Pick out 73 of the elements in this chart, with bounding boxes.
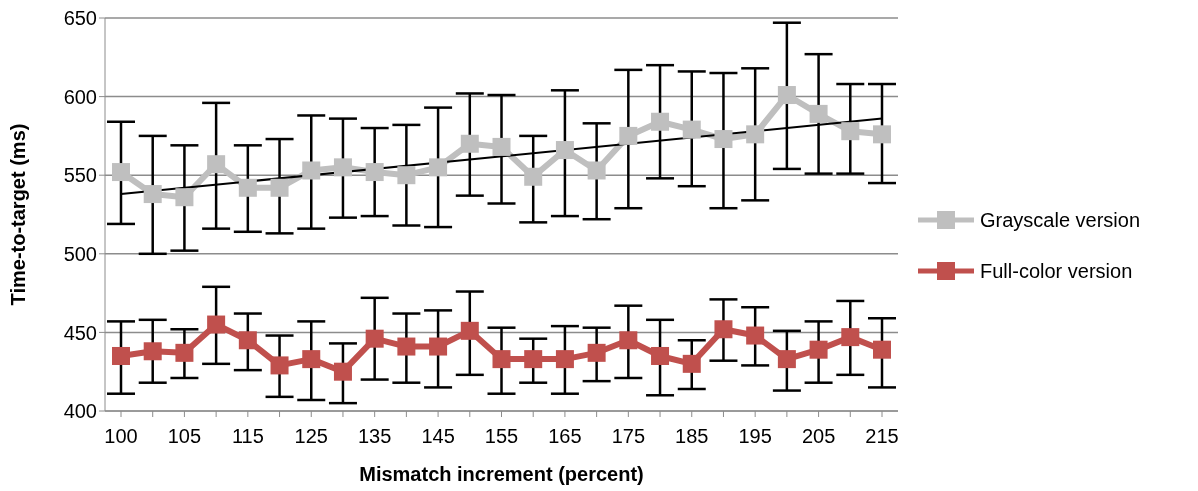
point	[207, 155, 226, 174]
point	[777, 86, 796, 105]
point	[365, 329, 384, 348]
point	[746, 125, 765, 144]
x-tick-label: 215	[865, 425, 899, 448]
point	[809, 340, 828, 359]
x-tick-label: 115	[231, 425, 264, 448]
point	[746, 326, 765, 345]
point	[841, 122, 860, 141]
y-tick-label: 600	[63, 85, 97, 108]
point	[873, 340, 891, 359]
point	[873, 125, 891, 144]
point	[587, 343, 606, 362]
x-tick-label: 205	[801, 425, 836, 448]
point	[429, 158, 448, 177]
point	[651, 346, 670, 365]
point	[112, 346, 130, 365]
x-axis-title: Mismatch increment (percent)	[359, 463, 644, 485]
point	[302, 350, 321, 369]
point	[682, 354, 701, 373]
point	[175, 188, 194, 207]
point	[460, 134, 479, 153]
point	[777, 350, 796, 369]
y-tick-label: 400	[63, 400, 97, 423]
point	[714, 320, 733, 339]
point	[429, 337, 448, 356]
y-tick-label: 650	[63, 7, 97, 30]
point	[714, 130, 733, 149]
point	[524, 350, 543, 369]
point	[555, 141, 574, 160]
x-tick-label: 195	[738, 425, 772, 448]
x-tick-label: 155	[484, 425, 519, 448]
y-tick-label: 450	[63, 321, 97, 344]
point	[619, 126, 638, 145]
point	[143, 342, 162, 361]
x-tick-label: 145	[421, 425, 455, 448]
y-tick-label: 550	[63, 164, 97, 187]
x-tick-label: 175	[611, 425, 646, 448]
point	[143, 185, 162, 204]
point	[651, 112, 670, 131]
point	[492, 350, 511, 369]
point	[238, 178, 257, 197]
point	[365, 163, 384, 182]
point	[112, 163, 130, 182]
x-tick-label: 100	[104, 425, 138, 448]
point	[207, 315, 226, 334]
point	[333, 362, 352, 381]
legend-label: Full-color version	[980, 259, 1133, 283]
point	[302, 161, 321, 180]
point	[270, 356, 289, 375]
x-tick-label: 125	[294, 425, 328, 448]
point	[555, 350, 574, 369]
x-tick-label: 165	[548, 425, 582, 448]
x-tick-label: 105	[167, 425, 202, 448]
y-tick-label: 500	[63, 242, 97, 265]
point	[492, 137, 511, 156]
point	[175, 343, 194, 362]
legend-label: Grayscale version	[980, 208, 1141, 232]
point	[682, 120, 701, 139]
point	[809, 104, 828, 123]
point	[397, 337, 416, 356]
point	[587, 161, 606, 180]
y-axis-title: Time-to-target (ms)	[7, 123, 30, 306]
point	[619, 331, 638, 350]
point	[333, 158, 352, 177]
point	[460, 321, 479, 340]
point	[397, 166, 416, 185]
x-tick-label: 135	[357, 425, 392, 448]
x-tick-label: 185	[675, 425, 709, 448]
point	[238, 331, 257, 350]
point	[841, 328, 860, 347]
point	[270, 178, 289, 197]
point	[524, 167, 543, 186]
